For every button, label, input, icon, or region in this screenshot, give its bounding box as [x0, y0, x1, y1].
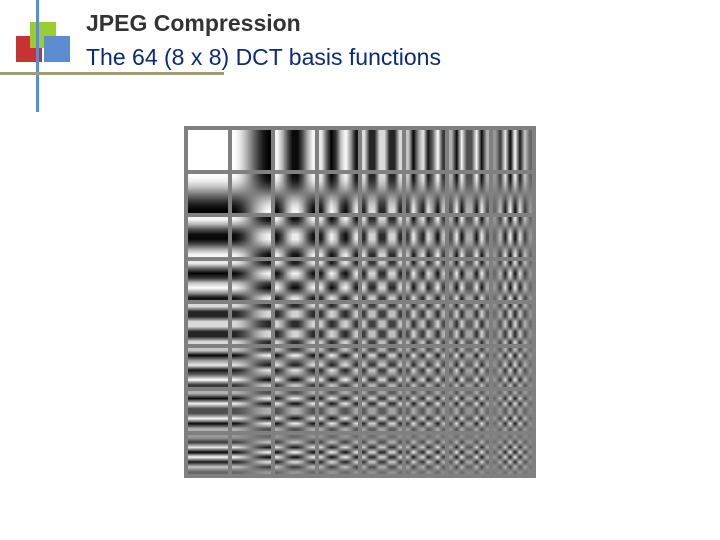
dct-tile-0-5 — [188, 348, 228, 388]
dct-tile-4-6 — [362, 391, 402, 431]
logo-square-blue — [44, 36, 70, 62]
dct-tile-3-6 — [319, 391, 359, 431]
dct-tile-7-0 — [493, 130, 533, 170]
dct-tile-2-7 — [275, 435, 315, 475]
dct-tile-0-1 — [188, 174, 228, 214]
dct-tile-0-4 — [188, 304, 228, 344]
dct-tile-0-0 — [188, 130, 228, 170]
dct-tile-5-1 — [406, 174, 446, 214]
dct-tile-2-6 — [275, 391, 315, 431]
dct-tile-4-5 — [362, 348, 402, 388]
dct-tile-7-1 — [493, 174, 533, 214]
dct-tile-6-3 — [449, 261, 489, 301]
dct-tile-0-3 — [188, 261, 228, 301]
dct-tile-1-6 — [232, 391, 272, 431]
dct-tile-2-2 — [275, 217, 315, 257]
dct-tile-6-6 — [449, 391, 489, 431]
dct-tile-1-1 — [232, 174, 272, 214]
dct-tile-7-4 — [493, 304, 533, 344]
dct-tile-4-1 — [362, 174, 402, 214]
dct-tile-2-1 — [275, 174, 315, 214]
dct-tile-0-6 — [188, 391, 228, 431]
dct-tile-5-7 — [406, 435, 446, 475]
dct-tile-1-2 — [232, 217, 272, 257]
dct-tile-6-2 — [449, 217, 489, 257]
dct-tile-6-5 — [449, 348, 489, 388]
dct-tile-6-0 — [449, 130, 489, 170]
dct-tile-0-7 — [188, 435, 228, 475]
dct-tile-2-0 — [275, 130, 315, 170]
dct-basis-grid — [184, 126, 536, 478]
dct-tile-4-2 — [362, 217, 402, 257]
dct-tile-4-7 — [362, 435, 402, 475]
dct-tile-1-0 — [232, 130, 272, 170]
horizontal-rule — [0, 72, 224, 75]
dct-tile-1-5 — [232, 348, 272, 388]
dct-tile-3-0 — [319, 130, 359, 170]
page-subtitle: The 64 (8 x 8) DCT basis functions — [86, 44, 441, 71]
dct-tile-3-1 — [319, 174, 359, 214]
dct-tile-2-5 — [275, 348, 315, 388]
dct-tile-5-0 — [406, 130, 446, 170]
dct-tile-7-2 — [493, 217, 533, 257]
dct-tile-5-5 — [406, 348, 446, 388]
dct-tile-2-3 — [275, 261, 315, 301]
dct-tile-5-6 — [406, 391, 446, 431]
dct-tile-3-4 — [319, 304, 359, 344]
dct-tile-7-3 — [493, 261, 533, 301]
dct-tile-5-2 — [406, 217, 446, 257]
dct-tile-2-4 — [275, 304, 315, 344]
dct-tile-6-1 — [449, 174, 489, 214]
dct-tile-3-3 — [319, 261, 359, 301]
dct-tile-0-2 — [188, 217, 228, 257]
dct-tile-7-7 — [493, 435, 533, 475]
dct-tile-6-4 — [449, 304, 489, 344]
dct-tile-1-3 — [232, 261, 272, 301]
page-title: JPEG Compression — [86, 10, 301, 37]
dct-tile-4-4 — [362, 304, 402, 344]
dct-tile-3-2 — [319, 217, 359, 257]
dct-tile-7-6 — [493, 391, 533, 431]
dct-tile-7-5 — [493, 348, 533, 388]
dct-tile-3-7 — [319, 435, 359, 475]
dct-tile-5-3 — [406, 261, 446, 301]
vertical-rule — [36, 0, 39, 112]
slide: JPEG Compression The 64 (8 x 8) DCT basi… — [0, 0, 720, 540]
dct-tile-4-0 — [362, 130, 402, 170]
dct-tile-6-7 — [449, 435, 489, 475]
dct-tile-1-7 — [232, 435, 272, 475]
dct-tile-4-3 — [362, 261, 402, 301]
dct-tile-3-5 — [319, 348, 359, 388]
dct-tile-1-4 — [232, 304, 272, 344]
dct-tile-5-4 — [406, 304, 446, 344]
